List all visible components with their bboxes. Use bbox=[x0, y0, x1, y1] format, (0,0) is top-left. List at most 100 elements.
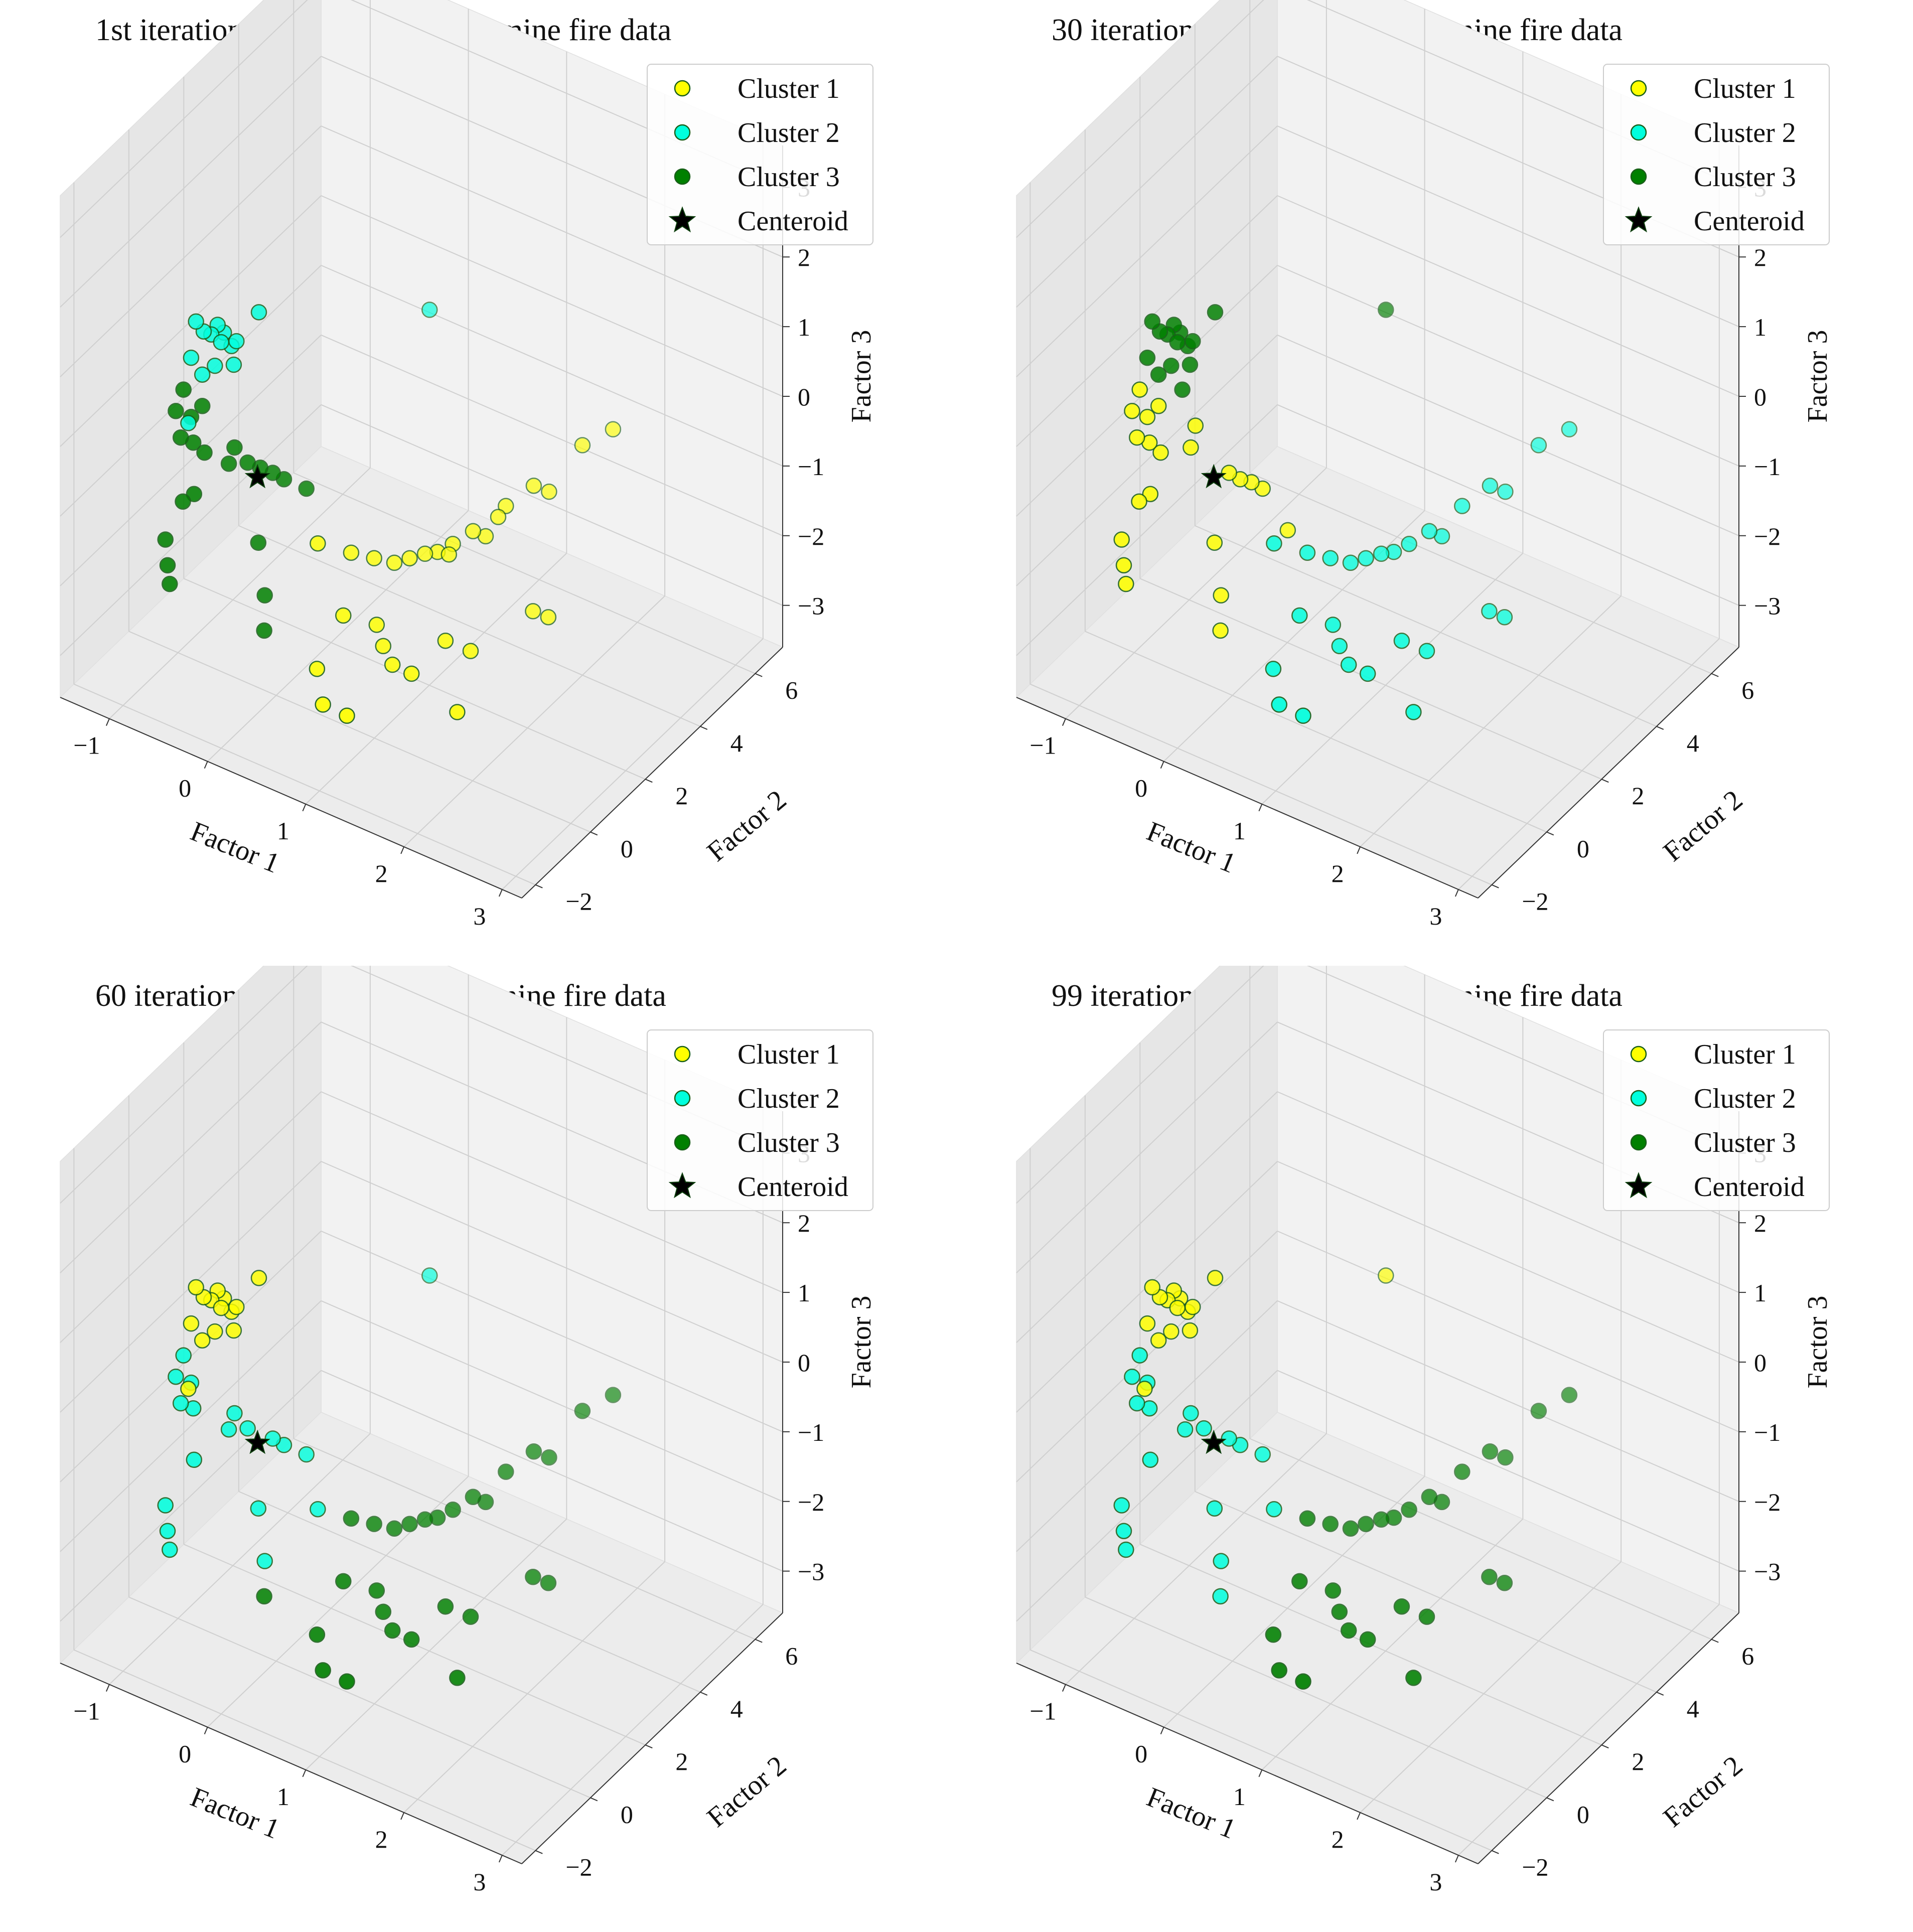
data-point-cluster-3 bbox=[175, 493, 191, 510]
x-axis-line bbox=[1016, 1663, 1479, 1864]
data-point-cluster-1 bbox=[1213, 587, 1229, 604]
x-tick-mark bbox=[1357, 1812, 1361, 1820]
data-point-cluster-3 bbox=[366, 1516, 382, 1532]
data-point-cluster-1 bbox=[1150, 1332, 1167, 1349]
z-tick-label: −3 bbox=[798, 1558, 824, 1586]
legend-label: Cluster 1 bbox=[738, 73, 840, 104]
legend-label: Cluster 3 bbox=[738, 1127, 840, 1158]
grid-line bbox=[321, 264, 783, 467]
y-tick-mark bbox=[645, 1744, 653, 1749]
data-point-cluster-2 bbox=[1115, 1523, 1132, 1539]
z-axis-label: Factor 3 bbox=[846, 330, 877, 422]
grid-line bbox=[238, 525, 701, 727]
data-point-cluster-2 bbox=[1113, 1497, 1130, 1514]
data-point-cluster-3 bbox=[449, 1670, 466, 1686]
legend-box bbox=[647, 64, 873, 245]
z-axis-label: Factor 3 bbox=[1802, 330, 1833, 422]
data-point-cluster-2 bbox=[1142, 1451, 1159, 1468]
y-tick-mark bbox=[1711, 1639, 1719, 1643]
y-tick-label: 6 bbox=[1741, 676, 1754, 704]
data-point-cluster-3 bbox=[1325, 1582, 1342, 1599]
y-tick-mark bbox=[1546, 831, 1554, 836]
data-point-cluster-3 bbox=[298, 480, 315, 497]
data-point-cluster-1 bbox=[225, 1322, 242, 1339]
grid-line bbox=[1277, 1091, 1739, 1293]
legend-marker-cluster-1 bbox=[674, 80, 691, 97]
grid-line bbox=[1016, 56, 1278, 308]
z-tick-label: −3 bbox=[1754, 1558, 1781, 1586]
data-point-cluster-2 bbox=[194, 366, 211, 383]
data-point-cluster-1 bbox=[375, 638, 392, 655]
data-point-cluster-3 bbox=[375, 1603, 392, 1620]
data-point-cluster-2 bbox=[1131, 1347, 1148, 1364]
chart-svg: 60 iteration of Isomap acquired mine fir… bbox=[59, 966, 877, 1896]
x-tick-mark bbox=[204, 761, 208, 769]
panel-2: 30 iteration of Isomap acquired mine fir… bbox=[956, 0, 1912, 966]
x-tick-label: 1 bbox=[1233, 817, 1246, 845]
data-point-cluster-1 bbox=[525, 477, 542, 494]
grid-line bbox=[1195, 525, 1657, 727]
y-tick-label: 2 bbox=[1632, 782, 1644, 810]
legend-marker-cluster-1 bbox=[1630, 1046, 1647, 1063]
data-point-cluster-1 bbox=[416, 545, 433, 562]
z-tick-label: −2 bbox=[798, 1488, 824, 1516]
x-tick-mark bbox=[400, 1812, 405, 1820]
x-tick-mark bbox=[105, 718, 110, 726]
data-point-cluster-1 bbox=[1131, 381, 1148, 398]
data-point-cluster-3 bbox=[172, 429, 189, 446]
grid-line bbox=[1277, 1300, 1739, 1502]
data-point-cluster-1 bbox=[498, 498, 514, 514]
data-point-cluster-2 bbox=[168, 1368, 184, 1385]
data-point-cluster-2 bbox=[250, 304, 267, 321]
z-tick-label: 1 bbox=[1754, 1279, 1767, 1307]
data-point-cluster-3 bbox=[226, 439, 243, 456]
data-point-cluster-1 bbox=[343, 544, 360, 561]
data-point-cluster-2 bbox=[1271, 696, 1287, 713]
legend-centroid-marker bbox=[1625, 206, 1653, 233]
data-point-cluster-3 bbox=[256, 587, 273, 604]
z-tick-label: 1 bbox=[798, 1279, 810, 1307]
data-point-cluster-3 bbox=[437, 1598, 454, 1615]
data-point-cluster-3 bbox=[1454, 1463, 1470, 1480]
z-axis-label: Factor 3 bbox=[1802, 1295, 1833, 1388]
grid-line bbox=[1016, 125, 1278, 377]
x-tick-label: −1 bbox=[1029, 731, 1056, 760]
data-point-cluster-1 bbox=[1136, 1381, 1153, 1397]
data-point-cluster-2 bbox=[1418, 643, 1435, 659]
legend-marker-cluster-1 bbox=[1630, 80, 1647, 97]
data-point-cluster-2 bbox=[172, 1395, 189, 1412]
chart-svg: 30 iteration of Isomap acquired mine fir… bbox=[1015, 0, 1833, 930]
x-axis-line bbox=[60, 1663, 522, 1864]
x-tick-label: −1 bbox=[73, 1697, 100, 1725]
data-point-cluster-1 bbox=[1150, 397, 1167, 414]
x-tick-mark bbox=[1160, 761, 1164, 769]
data-point-cluster-1 bbox=[1139, 1315, 1156, 1332]
x-tick-label: 0 bbox=[1135, 1740, 1147, 1768]
grid-line bbox=[321, 1370, 783, 1572]
grid-line bbox=[73, 683, 536, 885]
y-tick-label: −2 bbox=[565, 887, 592, 916]
data-point-cluster-3 bbox=[168, 402, 184, 419]
data-point-cluster-3 bbox=[343, 1510, 360, 1527]
data-point-cluster-3 bbox=[540, 1574, 557, 1591]
x-tick-label: 3 bbox=[1429, 1868, 1442, 1896]
data-point-cluster-2 bbox=[298, 1446, 315, 1463]
data-point-cluster-3 bbox=[403, 1631, 420, 1648]
grid-line bbox=[73, 1649, 536, 1851]
z-tick-label: 1 bbox=[798, 313, 810, 341]
y-tick-mark bbox=[1601, 779, 1609, 783]
data-point-cluster-2 bbox=[421, 302, 438, 318]
grid-line bbox=[1085, 1596, 1547, 1799]
data-point-cluster-2 bbox=[239, 1420, 256, 1437]
z-tick-label: 0 bbox=[798, 1349, 810, 1377]
grid-line bbox=[60, 125, 322, 377]
x-tick-mark bbox=[1160, 1727, 1164, 1735]
y-axis-label: Factor 2 bbox=[701, 784, 793, 867]
data-point-cluster-2 bbox=[250, 1500, 267, 1517]
grid-line bbox=[321, 125, 783, 328]
x-tick-mark bbox=[1062, 718, 1066, 726]
legend-label: Cluster 3 bbox=[1694, 162, 1796, 193]
data-point-cluster-3 bbox=[315, 1662, 331, 1679]
data-point-cluster-1 bbox=[1279, 522, 1296, 539]
y-tick-mark bbox=[700, 725, 708, 730]
